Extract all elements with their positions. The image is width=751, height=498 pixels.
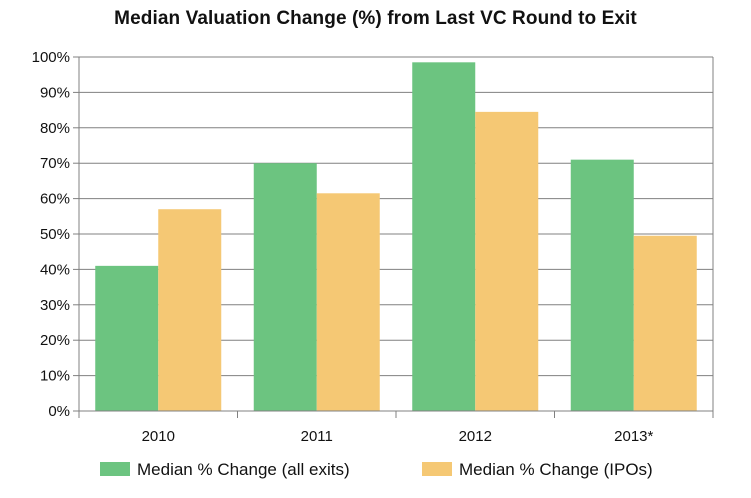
bar-all-exits-2013 [570, 159, 634, 411]
y-tick-label: 20% [40, 332, 70, 349]
bar-ipos-2013 [633, 235, 697, 411]
y-tick-label: 70% [40, 155, 70, 172]
x-tick-label: 2010 [142, 428, 175, 445]
bar-all-exits-2010 [95, 265, 159, 411]
y-tick-label: 100% [32, 49, 70, 66]
bar-ipos-2012 [475, 111, 539, 412]
x-axis-ticks: 2010 2011 2012 2013* [78, 410, 714, 445]
legend-swatch [422, 462, 452, 476]
y-tick-label: 40% [40, 261, 70, 278]
y-tick-label: 0% [48, 403, 70, 420]
y-tick-label: 30% [40, 297, 70, 314]
legend: Median % Change (all exits) Median % Chan… [100, 460, 653, 479]
y-tick-label: 10% [40, 368, 70, 385]
chart-title: Median Valuation Change (%) from Last VC… [114, 8, 637, 29]
legend-label: Median % Change (all exits) [137, 460, 350, 479]
bar-all-exits-2012 [412, 62, 476, 412]
y-axis-ticks: 0% 10% 20% 30% 40% 50% 60% 70% 80% 90% 100% [32, 49, 79, 420]
x-tick-label: 2013* [614, 428, 653, 445]
bars [95, 62, 697, 412]
y-tick-label: 60% [40, 191, 70, 208]
y-tick-label: 50% [40, 226, 70, 243]
x-tick-label: 2011 [301, 428, 333, 445]
y-tick-label: 90% [40, 84, 70, 101]
y-tick-label: 80% [40, 120, 70, 137]
bar-ipos-2011 [316, 193, 380, 411]
bar-ipos-2010 [158, 209, 222, 411]
x-tick-label: 2012 [459, 428, 492, 445]
bar-all-exits-2011 [253, 163, 317, 411]
legend-label: Median % Change (IPOs) [459, 460, 653, 479]
legend-swatch [100, 462, 130, 476]
